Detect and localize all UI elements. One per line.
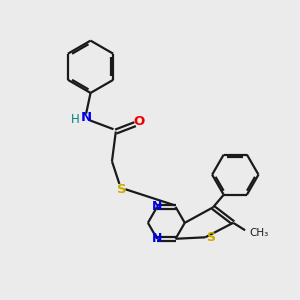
Text: S: S	[206, 231, 215, 244]
Text: N: N	[80, 111, 92, 124]
Text: S: S	[117, 183, 127, 196]
Text: N: N	[152, 200, 162, 213]
Text: O: O	[133, 115, 144, 128]
Text: CH₃: CH₃	[249, 228, 268, 238]
Text: H: H	[70, 113, 79, 126]
Text: N: N	[152, 232, 162, 245]
